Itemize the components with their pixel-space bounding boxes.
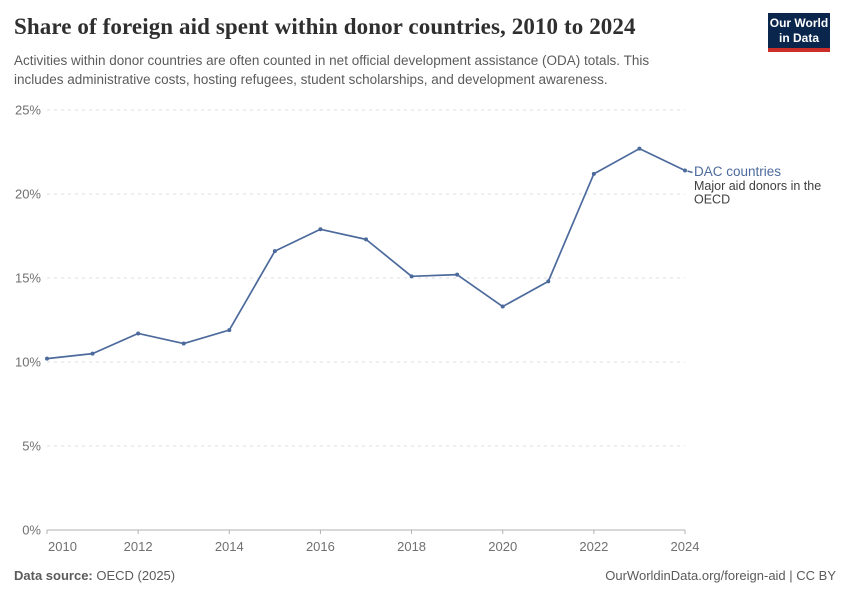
data-point[interactable] [591, 171, 596, 176]
data-point[interactable] [409, 274, 414, 279]
x-axis-tick-label: 2014 [215, 539, 244, 554]
series-label-connector [687, 170, 693, 174]
chart-subtitle-line: Activities within donor countries are of… [14, 53, 650, 68]
data-point[interactable] [637, 146, 642, 151]
data-point[interactable] [227, 328, 232, 333]
chart-footer: Data source: OECD (2025) OurWorldinData.… [14, 568, 836, 583]
data-point[interactable] [181, 341, 186, 346]
x-axis-tick-label: 2016 [306, 539, 335, 554]
y-axis-tick-label: 20% [15, 187, 41, 202]
chart-subtitle-line: includes administrative costs, hosting r… [14, 71, 608, 87]
chart-title: Share of foreign aid spent within donor … [14, 14, 636, 39]
x-axis-tick-label: 2022 [579, 539, 608, 554]
x-axis-tick-label: 2020 [488, 539, 517, 554]
data-point[interactable] [455, 272, 460, 277]
series-label[interactable]: DAC countries [694, 164, 781, 179]
y-axis-tick-label: 0% [22, 523, 41, 538]
y-axis-tick-label: 25% [15, 103, 41, 118]
data-point[interactable] [318, 227, 323, 232]
data-point[interactable] [136, 331, 141, 336]
data-point[interactable] [683, 168, 687, 173]
series-annotation-line: Major aid donors in the [694, 179, 821, 193]
data-point[interactable] [90, 351, 95, 356]
series-annotation-line: OECD [694, 192, 730, 206]
owid-logo[interactable]: Our World in Data [768, 13, 830, 52]
y-axis-tick-label: 15% [15, 271, 41, 286]
chart-subtitle: Activities within donor countries are of… [14, 52, 649, 89]
x-axis-tick-label: 2018 [397, 539, 426, 554]
data-source-value: OECD (2025) [92, 568, 176, 583]
y-axis-tick-label: 10% [15, 355, 41, 370]
data-source-label: Data source: [14, 568, 93, 583]
data-source: Data source: OECD (2025) [14, 568, 175, 583]
y-axis-tick-label: 5% [22, 439, 41, 454]
data-point[interactable] [546, 279, 551, 284]
owid-logo-text: in Data [778, 30, 819, 45]
owid-logo-text: Our World [769, 16, 829, 30]
attribution-link[interactable]: OurWorldinData.org/foreign-aid | CC BY [605, 568, 836, 583]
data-point[interactable] [500, 304, 505, 309]
data-point[interactable] [364, 237, 368, 242]
series-line[interactable] [46, 147, 686, 360]
x-axis-tick-label: 2012 [124, 539, 153, 554]
data-point[interactable] [45, 356, 49, 361]
x-axis-tick-label: 2010 [48, 539, 77, 554]
x-axis-tick-label: 2024 [671, 539, 700, 554]
data-point[interactable] [272, 249, 277, 254]
